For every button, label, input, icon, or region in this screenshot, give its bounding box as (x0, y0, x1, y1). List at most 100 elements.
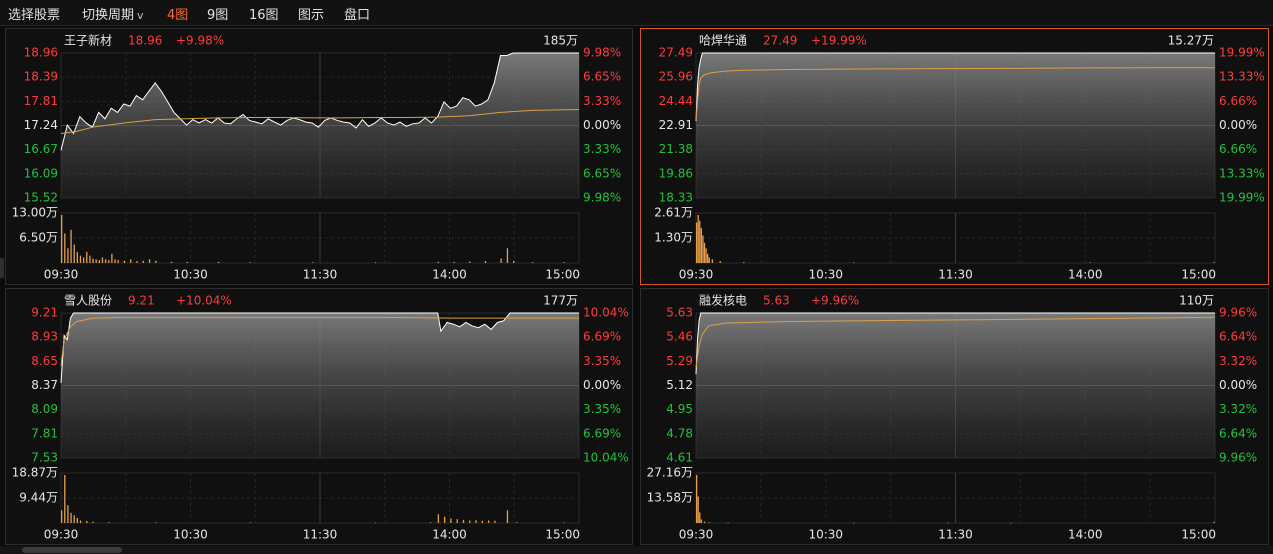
percent-axis-label: 0.00% (583, 378, 621, 392)
percent-axis-label: 3.33% (583, 94, 621, 108)
volume-bar (700, 228, 703, 263)
percent-axis-label: 6.64% (1219, 426, 1257, 440)
volume-axis-label: 6.50万 (19, 231, 58, 245)
average-line (60, 316, 579, 366)
percent-axis-label: 3.33% (583, 142, 621, 156)
price-line (695, 52, 1215, 121)
time-axis-label: 10:30 (173, 268, 208, 282)
volume-bar (711, 259, 714, 263)
volume-bar (86, 520, 88, 523)
select-stock-button[interactable]: 选择股票 (8, 8, 61, 23)
volume-bar (148, 259, 151, 263)
volume-bar (155, 522, 157, 524)
price-axis-label: 7.53 (31, 451, 58, 465)
chart-panel-wangzi[interactable]: 王子新材 18.96 +9.98% 185万 18.96 18.39 17.81 17.24 1… (5, 28, 633, 285)
percent-axis-label: 9.96% (1219, 306, 1257, 320)
price-line (695, 312, 1215, 375)
volume-bar (374, 262, 377, 263)
volume-bar (155, 260, 157, 263)
chart-panel-xueren[interactable]: 雪人股份 9.21 +10.04% 177万 9.21 8.93 8.65 8.37 8.09 7… (5, 288, 633, 545)
chart-panel-hahan[interactable]: 哈焊华通 27.49 +19.99% 15.27万 27.49 25.96 24.44 22.… (640, 28, 1269, 285)
time-axis-label: 09:30 (679, 268, 714, 282)
volume-bar (108, 522, 110, 523)
stock-name: 哈焊华通 (699, 33, 747, 48)
stock-name: 融发核电 (699, 293, 747, 308)
volume-bar (727, 522, 729, 524)
volume-bar (513, 260, 515, 263)
intraday-chart-svg: 哈焊华通 27.49 +19.99% 15.27万 27.49 25.96 24.44 22.… (654, 33, 1265, 282)
volume-bar (1213, 521, 1215, 523)
price-axis-label: 4.95 (666, 402, 693, 416)
time-axis-label: 15:00 (545, 528, 580, 542)
volume-bar (437, 514, 440, 523)
volume-bar (696, 222, 698, 263)
volume-bar (516, 522, 518, 523)
volume-bar (76, 517, 78, 523)
volume-bar (82, 257, 85, 263)
volume-bar (1089, 262, 1091, 264)
volume-bar (111, 253, 113, 263)
order-book-button[interactable]: 盘口 (344, 8, 371, 23)
percent-axis-label: 13.33% (1219, 166, 1265, 180)
percent-axis-label: 10.04% (583, 451, 629, 465)
volume-axis-label: 13.58万 (647, 491, 693, 505)
price-area (696, 53, 1215, 198)
percent-axis-label: 9.96% (1219, 451, 1257, 465)
price-axis-label: 9.21 (31, 306, 58, 320)
price-axis-label: 5.12 (666, 378, 693, 392)
volume-bar (697, 496, 699, 523)
price-axis-label: 5.46 (666, 330, 693, 344)
price-axis-label: 7.81 (31, 426, 58, 440)
switch-period-button[interactable]: 切换周期 v (82, 4, 144, 23)
price-axis-label: 8.09 (31, 402, 58, 416)
time-axis-label: 11:30 (938, 528, 973, 542)
layout-9-tab[interactable]: 9图 (207, 8, 229, 23)
volume-bar (1213, 262, 1215, 263)
percent-axis-label: 6.64% (1219, 330, 1257, 344)
volume-bar (469, 261, 471, 263)
percent-axis-label: 6.66% (1219, 142, 1257, 156)
stock-change: +10.04% (176, 294, 232, 308)
time-axis-label: 11:30 (303, 268, 338, 282)
legend-button[interactable]: 图示 (298, 8, 325, 23)
price-axis-label: 22.91 (659, 118, 693, 132)
volume-bar (462, 519, 465, 523)
volume-bar (67, 248, 69, 263)
percent-axis-label: 3.32% (1219, 354, 1257, 368)
time-axis-label: 14:00 (432, 268, 467, 282)
stock-price: 5.63 (763, 294, 790, 308)
percent-axis-label: 0.00% (1219, 378, 1257, 392)
left-panel-handle[interactable] (0, 258, 4, 278)
volume-bar (92, 258, 94, 263)
volume-bar (79, 255, 82, 263)
switch-period-label: 切换周期 (82, 8, 135, 23)
time-axis-label: 14:00 (432, 528, 467, 542)
volume-bar (104, 259, 107, 263)
layout-16-tab[interactable]: 16图 (249, 8, 279, 23)
time-axis-label: 15:00 (1181, 528, 1216, 542)
total-volume: 177万 (543, 294, 578, 308)
stock-name: 王子新材 (64, 33, 112, 48)
percent-axis-label: 3.35% (583, 402, 621, 416)
volume-bar (699, 220, 701, 263)
volume-bar (484, 261, 487, 263)
chart-panel-rongfa[interactable]: 融发核电 5.63 +9.96% 110万 5.63 5.46 5.29 5.12 4.95 4.… (640, 288, 1269, 545)
volume-bar (708, 257, 710, 263)
volume-bar (170, 261, 173, 263)
volume-bar (456, 519, 458, 523)
volume-bar (67, 505, 69, 523)
volume-bar (249, 522, 251, 524)
volume-bar (453, 261, 455, 263)
horizontal-scrollbar[interactable] (0, 546, 1273, 554)
volume-bar (217, 261, 220, 263)
price-axis-label: 24.44 (659, 94, 693, 108)
layout-4-tab[interactable]: 4图 (167, 8, 189, 23)
volume-axis-label: 18.87万 (12, 466, 58, 480)
percent-axis-label: 6.66% (1219, 94, 1257, 108)
price-axis-label: 25.96 (659, 70, 693, 84)
volume-bar (130, 259, 132, 263)
volume-bar (76, 251, 78, 263)
scrollbar-thumb[interactable] (22, 547, 122, 553)
price-axis-label: 16.09 (24, 166, 58, 180)
intraday-chart-svg: 王子新材 18.96 +9.98% 185万 18.96 18.39 17.81 17.24 1… (12, 33, 621, 282)
